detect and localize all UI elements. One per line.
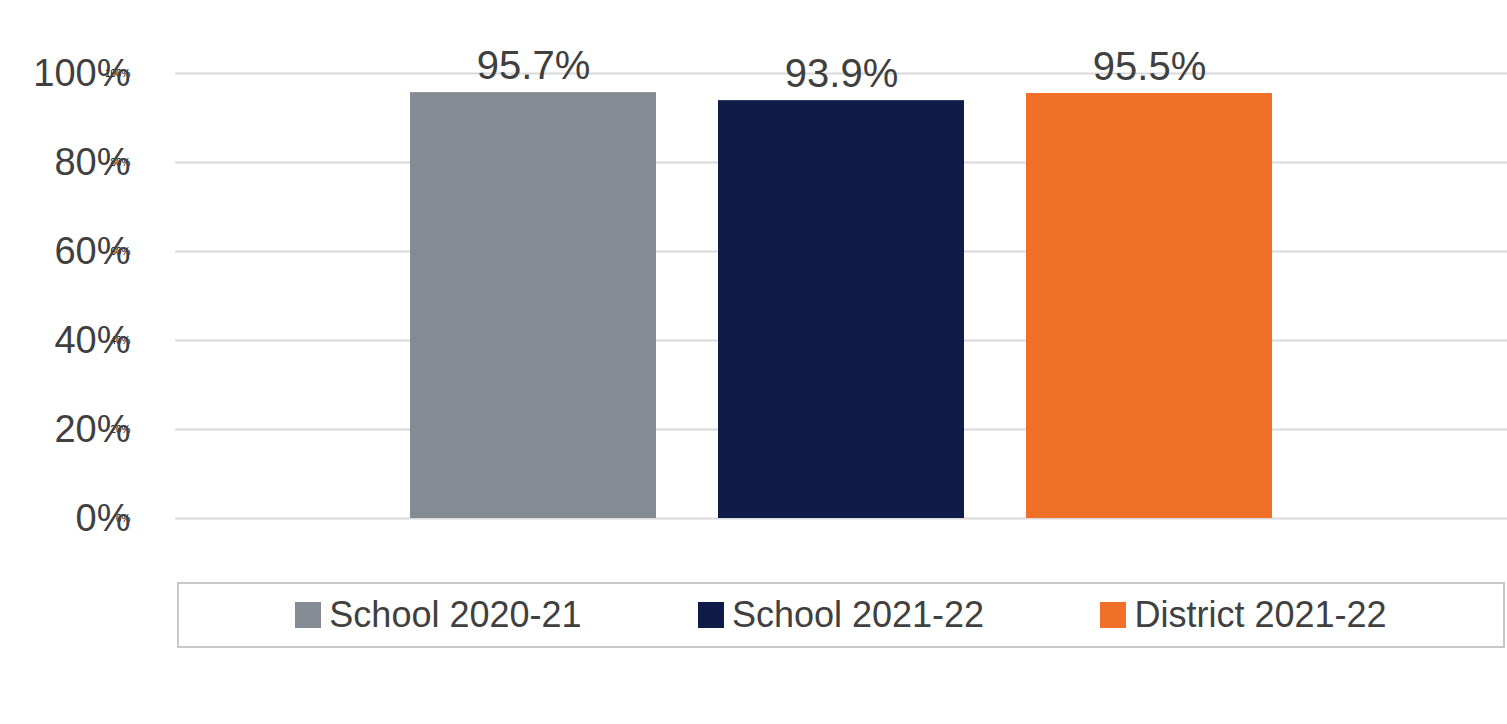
svg-text:0%: 0% [76,497,131,539]
html-text:School 2020-21: School 2020-21 [329,594,582,635]
svg-text:93.9%: 93.9% [785,51,898,95]
svg-text:60%: 60% [54,230,130,272]
svg-text:100%: 100% [33,52,130,94]
svg-text:80%: 80% [54,141,130,183]
html-text:District 2021-22: District 2021-22 [1134,594,1387,635]
html-text:School 2021-22: School 2021-22 [731,594,985,635]
svg-text:95.5%: 95.5% [1093,44,1206,88]
svg-text:40%: 40% [54,319,130,361]
svg-text:95.7%: 95.7% [477,43,590,87]
svg-text:20%: 20% [54,408,130,450]
